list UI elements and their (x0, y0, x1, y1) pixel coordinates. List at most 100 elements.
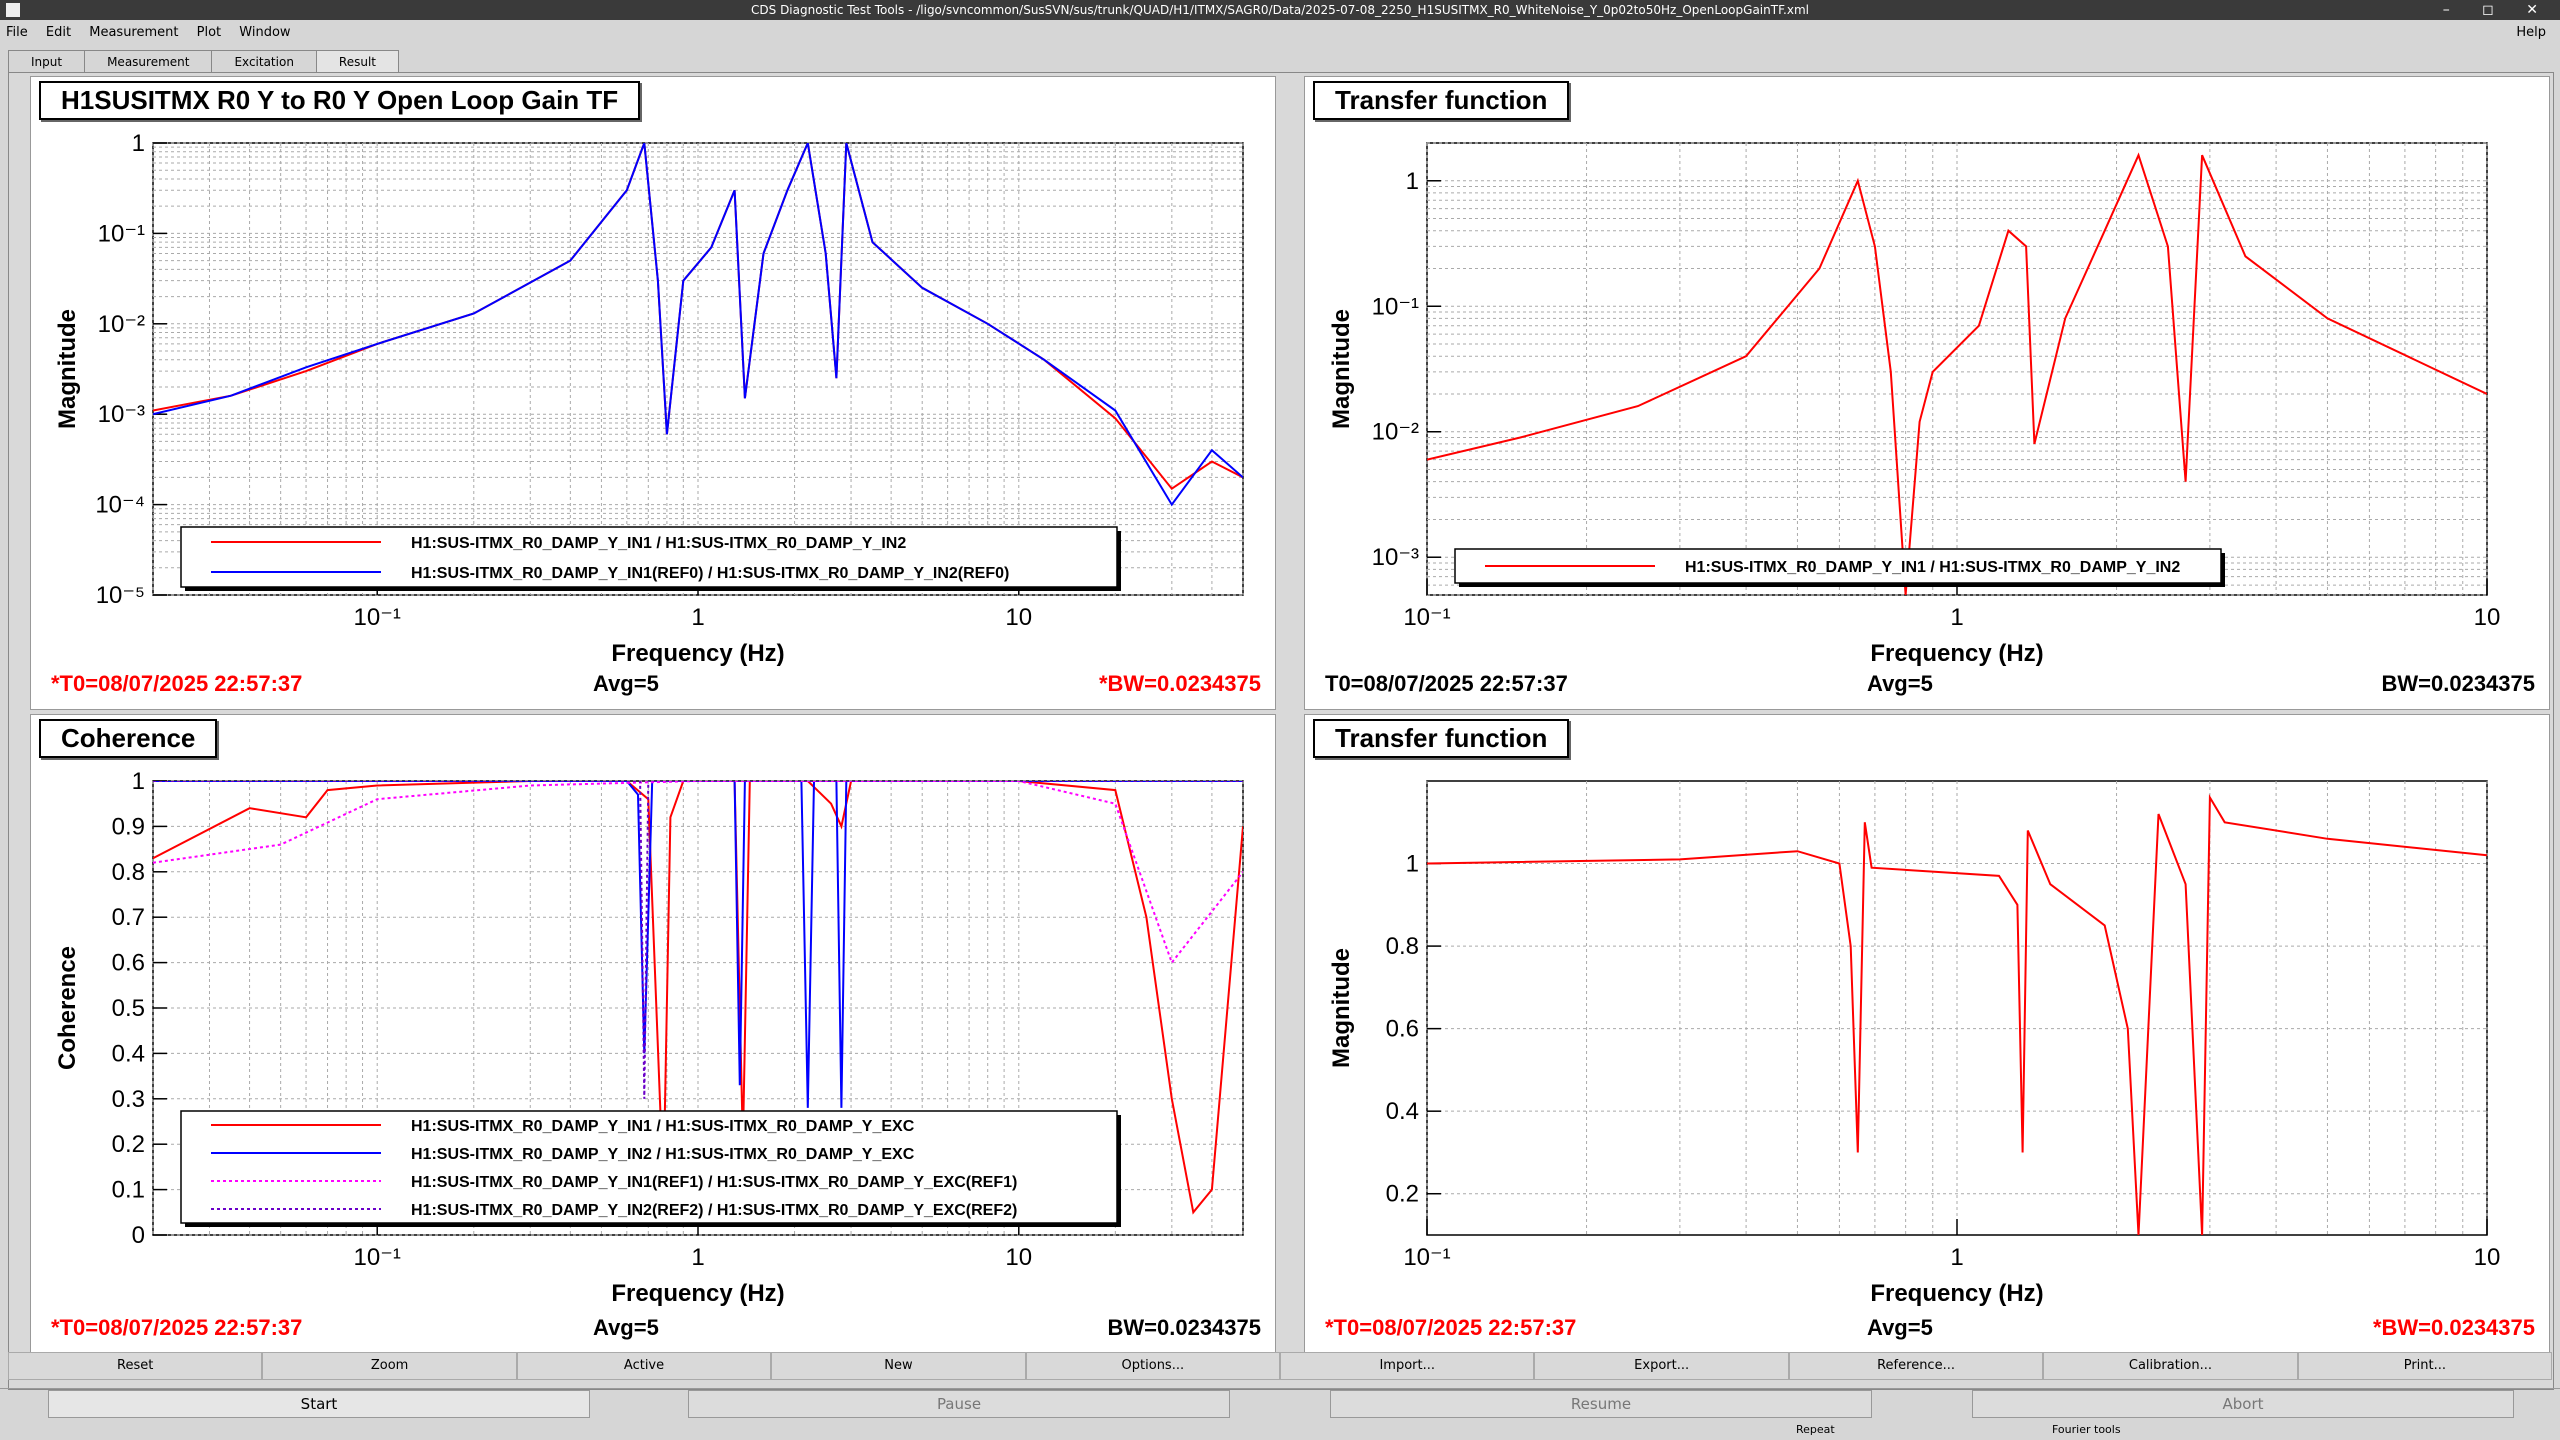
x-tick-label: 10 (2474, 604, 2501, 631)
y-tick-label: 0.3 (112, 1086, 145, 1113)
plot-controls-row: Reset Zoom Active New Options... Import.… (8, 1352, 2553, 1380)
t0-label: *T0=08/07/2025 22:57:37 (1325, 1315, 1577, 1340)
legend: H1:SUS-ITMX_R0_DAMP_Y_IN1 / H1:SUS-ITMX_… (1454, 548, 2225, 587)
series-line-1 (153, 781, 1243, 1215)
tab-measurement[interactable]: Measurement (84, 50, 213, 73)
print-button[interactable]: Print... (2297, 1352, 2553, 1380)
plot-pad-transfer-function-linear[interactable]: 1 0.8 0.6 0.4 0.2 10⁻¹ 1 10 Frequency (Hz) Magnit… (1304, 714, 2550, 1354)
options-button[interactable]: Options... (1025, 1352, 1281, 1380)
x-axis-label: Frequency (Hz) (1870, 1280, 2043, 1307)
y-tick-label: 1 (132, 768, 145, 795)
plot-title: H1SUSITMX R0 Y to R0 Y Open Loop Gain TF (39, 81, 641, 120)
run-controls-row: Start Pause Resume Abort (48, 1390, 2548, 1418)
y-tick-label: 0.9 (112, 813, 145, 840)
t0-label: *T0=08/07/2025 22:57:37 (51, 1315, 303, 1340)
app-icon (6, 3, 20, 17)
tab-excitation[interactable]: Excitation (211, 50, 317, 73)
y-tick-label: 10⁻³ (98, 401, 145, 428)
y-tick-label: 10⁻¹ (1372, 293, 1419, 320)
y-tick-label: 1 (1406, 168, 1419, 195)
y-axis-label: Magnitude (1328, 309, 1355, 429)
export-button[interactable]: Export... (1534, 1352, 1789, 1380)
plot-pad-transfer-function-log[interactable]: 1 10⁻¹ 10⁻² 10⁻³ 10⁻¹ 1 10 Frequency (Hz) Magnit… (1304, 76, 2550, 710)
y-tick-label: 1 (1406, 851, 1419, 878)
x-axis-label: Frequency (Hz) (611, 640, 784, 667)
y-tick-label: 0.1 (112, 1177, 145, 1204)
y-tick-label: 10⁻¹ (98, 220, 145, 247)
menubar: File Edit Measurement Plot Window Help (0, 22, 2560, 44)
legend-label: H1:SUS-ITMX_R0_DAMP_Y_IN1 / H1:SUS-ITMX_… (411, 535, 906, 552)
series-line-2 (153, 781, 1243, 1108)
y-axis-label: Coherence (54, 946, 81, 1070)
x-tick-label: 10 (2474, 1244, 2501, 1271)
bw-label: BW=0.0234375 (2381, 671, 2536, 696)
status-bar: Repeat Fourier tools (0, 1420, 2560, 1440)
y-tick-label: 0.2 (1386, 1181, 1419, 1208)
y-tick-label: 10⁻⁵ (96, 582, 145, 609)
y-tick-label: 0.2 (112, 1131, 145, 1158)
calibration-button[interactable]: Calibration... (2043, 1352, 2298, 1380)
active-button[interactable]: Active (516, 1352, 772, 1380)
x-tick-label: 10 (1005, 1244, 1032, 1271)
status-repeat: Repeat (1796, 1423, 1835, 1436)
divider (0, 1388, 2560, 1389)
series-line-1 (1427, 793, 2487, 1235)
y-tick-label: 0.8 (112, 859, 145, 886)
start-button[interactable]: Start (48, 1390, 590, 1418)
x-axis-label: Frequency (Hz) (1870, 640, 2043, 667)
menu-measurement[interactable]: Measurement (89, 25, 179, 40)
y-tick-label: 0.4 (1386, 1098, 1419, 1125)
window-titlebar: CDS Diagnostic Test Tools - /ligo/svncom… (0, 0, 2560, 20)
plot-title: Transfer function (1313, 81, 1570, 120)
x-tick-label: 10⁻¹ (354, 1244, 401, 1271)
chart-svg: 1 10⁻¹ 10⁻² 10⁻³ 10⁻⁴ 10⁻⁵ 10⁻¹ 1 10 Frequency (H… (54, 130, 1244, 667)
menu-window[interactable]: Window (239, 25, 291, 40)
x-tick-label: 1 (691, 604, 704, 631)
x-tick-label: 1 (1950, 604, 1963, 631)
tab-bar: Input Measurement Excitation Result (8, 50, 399, 73)
y-axis-label: Magnitude (1328, 948, 1355, 1068)
plot-pad-coherence[interactable]: 1 0.9 0.8 0.7 0.6 0.5 0.4 0.3 0.2 0.1 0 10⁻¹ 1 10 Freq… (30, 714, 1276, 1354)
plot-title: Coherence (39, 719, 218, 758)
x-tick-label: 10⁻¹ (1403, 604, 1450, 631)
avg-label: Avg=5 (1867, 671, 1933, 696)
chart-svg: 1 10⁻¹ 10⁻² 10⁻³ 10⁻¹ 1 10 Frequency (Hz) Magnit… (1328, 142, 2501, 667)
reference-button[interactable]: Reference... (1788, 1352, 2044, 1380)
y-tick-label: 0.4 (112, 1040, 145, 1067)
new-button[interactable]: New (771, 1352, 1026, 1380)
y-tick-label: 0.8 (1386, 933, 1419, 960)
legend-label: H1:SUS-ITMX_R0_DAMP_Y_IN1(REF1) / H1:SUS… (411, 1174, 1017, 1191)
t0-label: T0=08/07/2025 22:57:37 (1325, 671, 1568, 696)
import-button[interactable]: Import... (1280, 1352, 1535, 1380)
resume-button[interactable]: Resume (1330, 1390, 1872, 1418)
tab-input[interactable]: Input (8, 50, 86, 73)
zoom-button[interactable]: Zoom (262, 1352, 517, 1380)
menu-edit[interactable]: Edit (45, 25, 72, 40)
menu-file[interactable]: File (6, 25, 28, 40)
plot-frame (152, 142, 1244, 596)
t0-label: *T0=08/07/2025 22:57:37 (51, 671, 303, 696)
legend: H1:SUS-ITMX_R0_DAMP_Y_IN1 / H1:SUS-ITMX_… (180, 526, 1121, 591)
menu-help[interactable]: Help (2516, 25, 2546, 40)
abort-button[interactable]: Abort (1972, 1390, 2514, 1418)
bw-label: *BW=0.0234375 (1098, 671, 1261, 696)
tab-result[interactable]: Result (315, 50, 399, 73)
y-tick-label: 0.6 (1386, 1016, 1419, 1043)
series-line-2 (153, 143, 1243, 507)
x-tick-label: 1 (691, 1244, 704, 1271)
x-tick-label: 10⁻¹ (1403, 1244, 1450, 1271)
legend-label: H1:SUS-ITMX_R0_DAMP_Y_IN1 / H1:SUS-ITMX_… (411, 1118, 915, 1135)
y-tick-label: 1 (132, 130, 145, 157)
x-tick-label: 10⁻¹ (354, 604, 401, 631)
window-controls[interactable]: – ◻ ✕ (2442, 2, 2552, 18)
y-tick-label: 0.5 (112, 995, 145, 1022)
plot-pad-open-loop-gain[interactable]: 1 10⁻¹ 10⁻² 10⁻³ 10⁻⁴ 10⁻⁵ 10⁻¹ 1 10 Frequency (H… (30, 76, 1276, 710)
menu-plot[interactable]: Plot (196, 25, 222, 40)
y-tick-label: 10⁻³ (1372, 544, 1419, 571)
window-title: CDS Diagnostic Test Tools - /ligo/svncom… (751, 3, 1809, 17)
pause-button[interactable]: Pause (688, 1390, 1230, 1418)
x-tick-label: 10 (1005, 604, 1032, 631)
reset-button[interactable]: Reset (8, 1352, 263, 1380)
series-line-4 (153, 781, 1243, 1099)
avg-label: Avg=5 (1867, 1315, 1933, 1340)
